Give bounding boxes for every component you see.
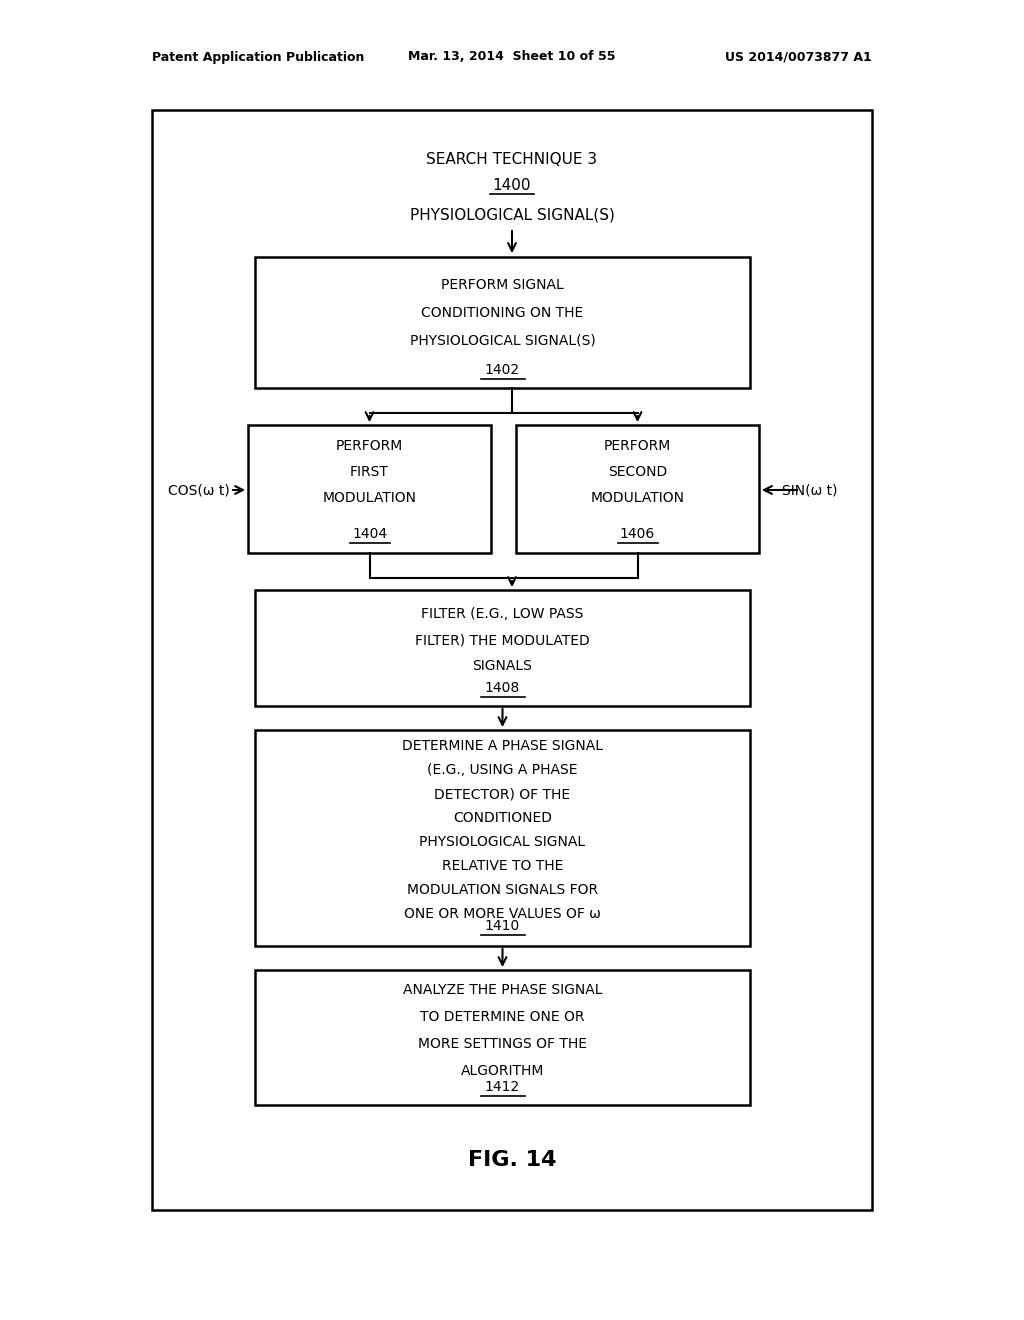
Text: ALGORITHM: ALGORITHM <box>461 1064 544 1078</box>
Text: PERFORM: PERFORM <box>336 440 403 453</box>
Text: 1410: 1410 <box>485 919 520 933</box>
Text: 1408: 1408 <box>485 681 520 696</box>
Text: 1406: 1406 <box>620 527 655 541</box>
Bar <box>255 590 750 706</box>
Text: SEARCH TECHNIQUE 3: SEARCH TECHNIQUE 3 <box>426 153 598 168</box>
Text: Mar. 13, 2014  Sheet 10 of 55: Mar. 13, 2014 Sheet 10 of 55 <box>409 50 615 63</box>
Text: TO DETERMINE ONE OR: TO DETERMINE ONE OR <box>420 1010 585 1024</box>
Text: (E.G., USING A PHASE: (E.G., USING A PHASE <box>427 763 578 777</box>
Bar <box>248 425 490 553</box>
Text: RELATIVE TO THE: RELATIVE TO THE <box>441 859 563 873</box>
Text: SECOND: SECOND <box>608 465 667 479</box>
Bar <box>152 110 872 1210</box>
Text: MORE SETTINGS OF THE: MORE SETTINGS OF THE <box>418 1038 587 1051</box>
Bar <box>516 425 759 553</box>
Text: 1400: 1400 <box>493 177 531 193</box>
Text: FILTER) THE MODULATED: FILTER) THE MODULATED <box>415 634 590 647</box>
Text: MODULATION: MODULATION <box>323 491 417 506</box>
Text: PERFORM SIGNAL: PERFORM SIGNAL <box>441 279 564 292</box>
Text: PHYSIOLOGICAL SIGNAL(S): PHYSIOLOGICAL SIGNAL(S) <box>410 334 595 348</box>
Text: PHYSIOLOGICAL SIGNAL(S): PHYSIOLOGICAL SIGNAL(S) <box>410 207 614 223</box>
Text: ONE OR MORE VALUES OF ω: ONE OR MORE VALUES OF ω <box>404 907 601 921</box>
Bar <box>255 970 750 1105</box>
Text: SIGNALS: SIGNALS <box>472 659 532 673</box>
Text: US 2014/0073877 A1: US 2014/0073877 A1 <box>725 50 872 63</box>
Text: 1402: 1402 <box>485 363 520 378</box>
Text: MODULATION SIGNALS FOR: MODULATION SIGNALS FOR <box>407 883 598 898</box>
Bar <box>255 257 750 388</box>
Text: CONDITIONING ON THE: CONDITIONING ON THE <box>421 306 584 319</box>
Text: PERFORM: PERFORM <box>604 440 671 453</box>
Text: DETERMINE A PHASE SIGNAL: DETERMINE A PHASE SIGNAL <box>402 739 603 752</box>
Text: ANALYZE THE PHASE SIGNAL: ANALYZE THE PHASE SIGNAL <box>402 983 602 997</box>
Text: CONDITIONED: CONDITIONED <box>453 810 552 825</box>
Text: FIG. 14: FIG. 14 <box>468 1150 556 1170</box>
Text: Patent Application Publication: Patent Application Publication <box>152 50 365 63</box>
Text: 1412: 1412 <box>485 1080 520 1094</box>
Text: FIRST: FIRST <box>350 465 389 479</box>
Bar <box>255 730 750 946</box>
Text: SIN(ω t): SIN(ω t) <box>782 483 838 498</box>
Text: FILTER (E.G., LOW PASS: FILTER (E.G., LOW PASS <box>421 607 584 620</box>
Text: COS(ω t): COS(ω t) <box>168 483 229 498</box>
Text: DETECTOR) OF THE: DETECTOR) OF THE <box>434 787 570 801</box>
Text: PHYSIOLOGICAL SIGNAL: PHYSIOLOGICAL SIGNAL <box>420 836 586 849</box>
Text: MODULATION: MODULATION <box>591 491 684 506</box>
Text: 1404: 1404 <box>352 527 387 541</box>
